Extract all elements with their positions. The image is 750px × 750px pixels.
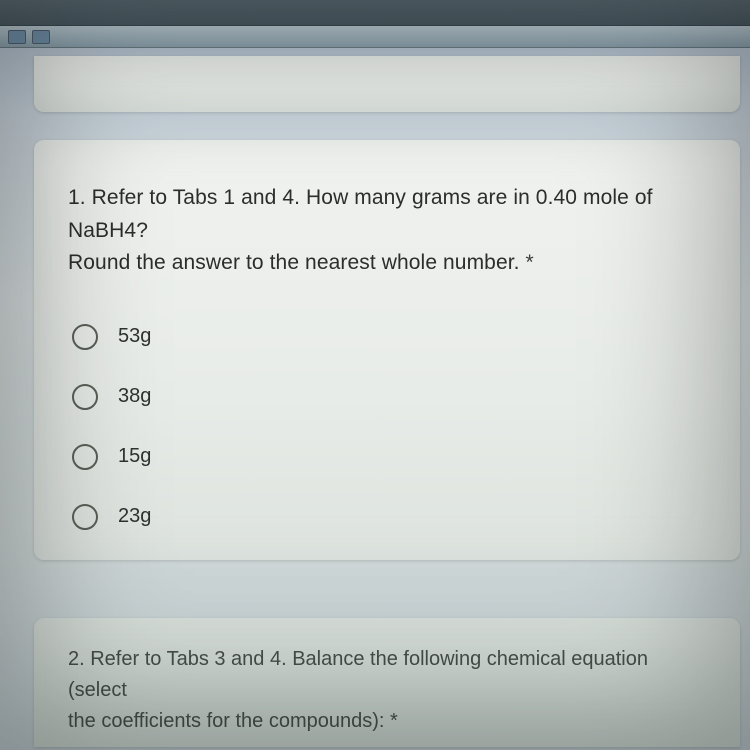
radio-icon[interactable] — [72, 384, 98, 410]
question-1-line2: Round the answer to the nearest whole nu… — [68, 251, 526, 274]
option-row[interactable]: 38g — [72, 384, 706, 410]
option-row[interactable]: 23g — [72, 504, 706, 530]
question-1-text: 1. Refer to Tabs 1 and 4. How many grams… — [68, 182, 706, 280]
option-label: 38g — [118, 385, 151, 408]
required-asterisk: * — [526, 251, 534, 274]
option-label: 15g — [118, 445, 151, 468]
question-2-line2: the coefficients for the compounds): * — [68, 710, 398, 732]
page-content: 1. Refer to Tabs 1 and 4. How many grams… — [0, 56, 750, 747]
question-2-line1: 2. Refer to Tabs 3 and 4. Balance the fo… — [68, 648, 648, 701]
browser-title-bar — [0, 0, 750, 26]
option-row[interactable]: 15g — [72, 444, 706, 470]
question-2-text: 2. Refer to Tabs 3 and 4. Balance the fo… — [68, 644, 710, 737]
toolbar-button[interactable] — [8, 30, 26, 44]
question-card-2: 2. Refer to Tabs 3 and 4. Balance the fo… — [34, 618, 740, 747]
radio-icon[interactable] — [72, 504, 98, 530]
toolbar-button[interactable] — [32, 30, 50, 44]
question-card-1: 1. Refer to Tabs 1 and 4. How many grams… — [34, 140, 740, 560]
question-1-options: 53g 38g 15g 23g — [68, 324, 706, 530]
option-row[interactable]: 53g — [72, 324, 706, 350]
radio-icon[interactable] — [72, 324, 98, 350]
radio-icon[interactable] — [72, 444, 98, 470]
question-1-line1: 1. Refer to Tabs 1 and 4. How many grams… — [68, 186, 653, 242]
option-label: 23g — [118, 505, 151, 528]
previous-card-edge — [34, 56, 740, 112]
browser-toolbar — [0, 26, 750, 48]
option-label: 53g — [118, 325, 151, 348]
